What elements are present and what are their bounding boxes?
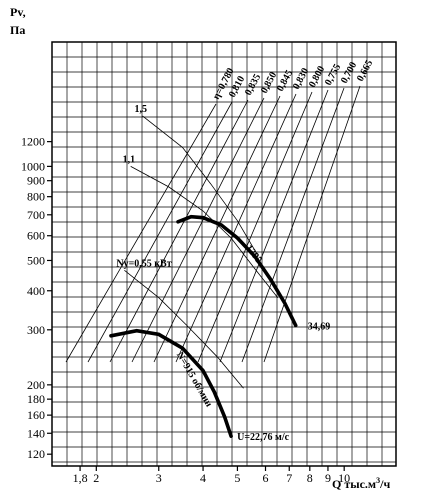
y-tick-label: 1200 <box>21 135 45 149</box>
x-axis-title: Q тыс.м3/ч <box>332 476 390 491</box>
efficiency-label: 0,835 <box>243 72 263 97</box>
x-tick-label: 6 <box>263 471 269 485</box>
efficiency-line <box>65 103 217 363</box>
y-tick-label: 120 <box>27 447 45 461</box>
y-tick-label: 1000 <box>21 159 45 173</box>
efficiency-line <box>175 93 297 363</box>
efficiency-line <box>241 87 345 363</box>
y-tick-label: 200 <box>27 378 45 392</box>
annotation-max-flow: 34,69 <box>308 321 331 332</box>
efficiency-line <box>109 99 249 363</box>
power-curve <box>130 166 279 298</box>
power-curve-label: 1,5 <box>135 104 148 115</box>
x-tick-label: 9 <box>325 471 331 485</box>
labels: η=0,7800,8100,8350,8500,8450,8300,8000,7… <box>116 58 375 443</box>
x-tick-label: 2 <box>93 471 99 485</box>
x-tick-label: 8 <box>307 471 313 485</box>
y-tick-label: 600 <box>27 229 45 243</box>
efficiency-label: 0,665 <box>355 58 375 83</box>
y-tick-label: 900 <box>27 174 45 188</box>
efficiency-line <box>263 85 361 363</box>
efficiency-line <box>131 97 265 363</box>
performance-curves <box>109 214 298 438</box>
y-axis-title-line1: Pv, <box>10 5 26 19</box>
x-tick-label: 3 <box>156 471 162 485</box>
x-tick-label: 1,8 <box>73 471 88 485</box>
y-tick-label: 400 <box>27 284 45 298</box>
x-axis-title-main: Q тыс.м <box>332 477 376 491</box>
efficiency-lines <box>65 85 361 363</box>
efficiency-label: 0,800 <box>307 64 327 89</box>
x-tick-label: 5 <box>234 471 240 485</box>
efficiency-line <box>219 89 329 363</box>
y-axis-title-line2: Па <box>10 23 25 37</box>
y-tick-label: 300 <box>27 323 45 337</box>
power-curve <box>142 115 258 256</box>
efficiency-line <box>87 101 233 363</box>
power-curve-label: 1,1 <box>123 154 136 165</box>
efficiency-label: 0,830 <box>291 66 311 91</box>
efficiency-label: 0,755 <box>323 62 343 87</box>
y-tick-label: 140 <box>27 426 45 440</box>
x-tick-label: 4 <box>200 471 206 485</box>
x-tick-label: 7 <box>286 471 292 485</box>
efficiency-line <box>197 91 313 363</box>
y-tick-label: 800 <box>27 190 45 204</box>
y-tick-label: 160 <box>27 408 45 422</box>
y-tick-label: 500 <box>27 253 45 267</box>
y-tick-label: 700 <box>27 208 45 222</box>
power-curve <box>124 269 244 389</box>
annotation-velocity: U=22,76 м/с <box>237 432 290 443</box>
x-axis-title-tail: /ч <box>379 477 390 491</box>
x-axis-title-sup: 3 <box>376 476 380 485</box>
power-curve-label: Nу=0,55 кВт <box>116 258 171 269</box>
plot-frame <box>51 41 397 467</box>
efficiency-line <box>153 95 281 363</box>
performance-curve <box>109 328 233 438</box>
performance-curve <box>176 214 298 328</box>
efficiency-label: 0,700 <box>339 60 359 85</box>
y-tick-label: 180 <box>27 392 45 406</box>
x-tick-label: 10 <box>338 471 350 485</box>
